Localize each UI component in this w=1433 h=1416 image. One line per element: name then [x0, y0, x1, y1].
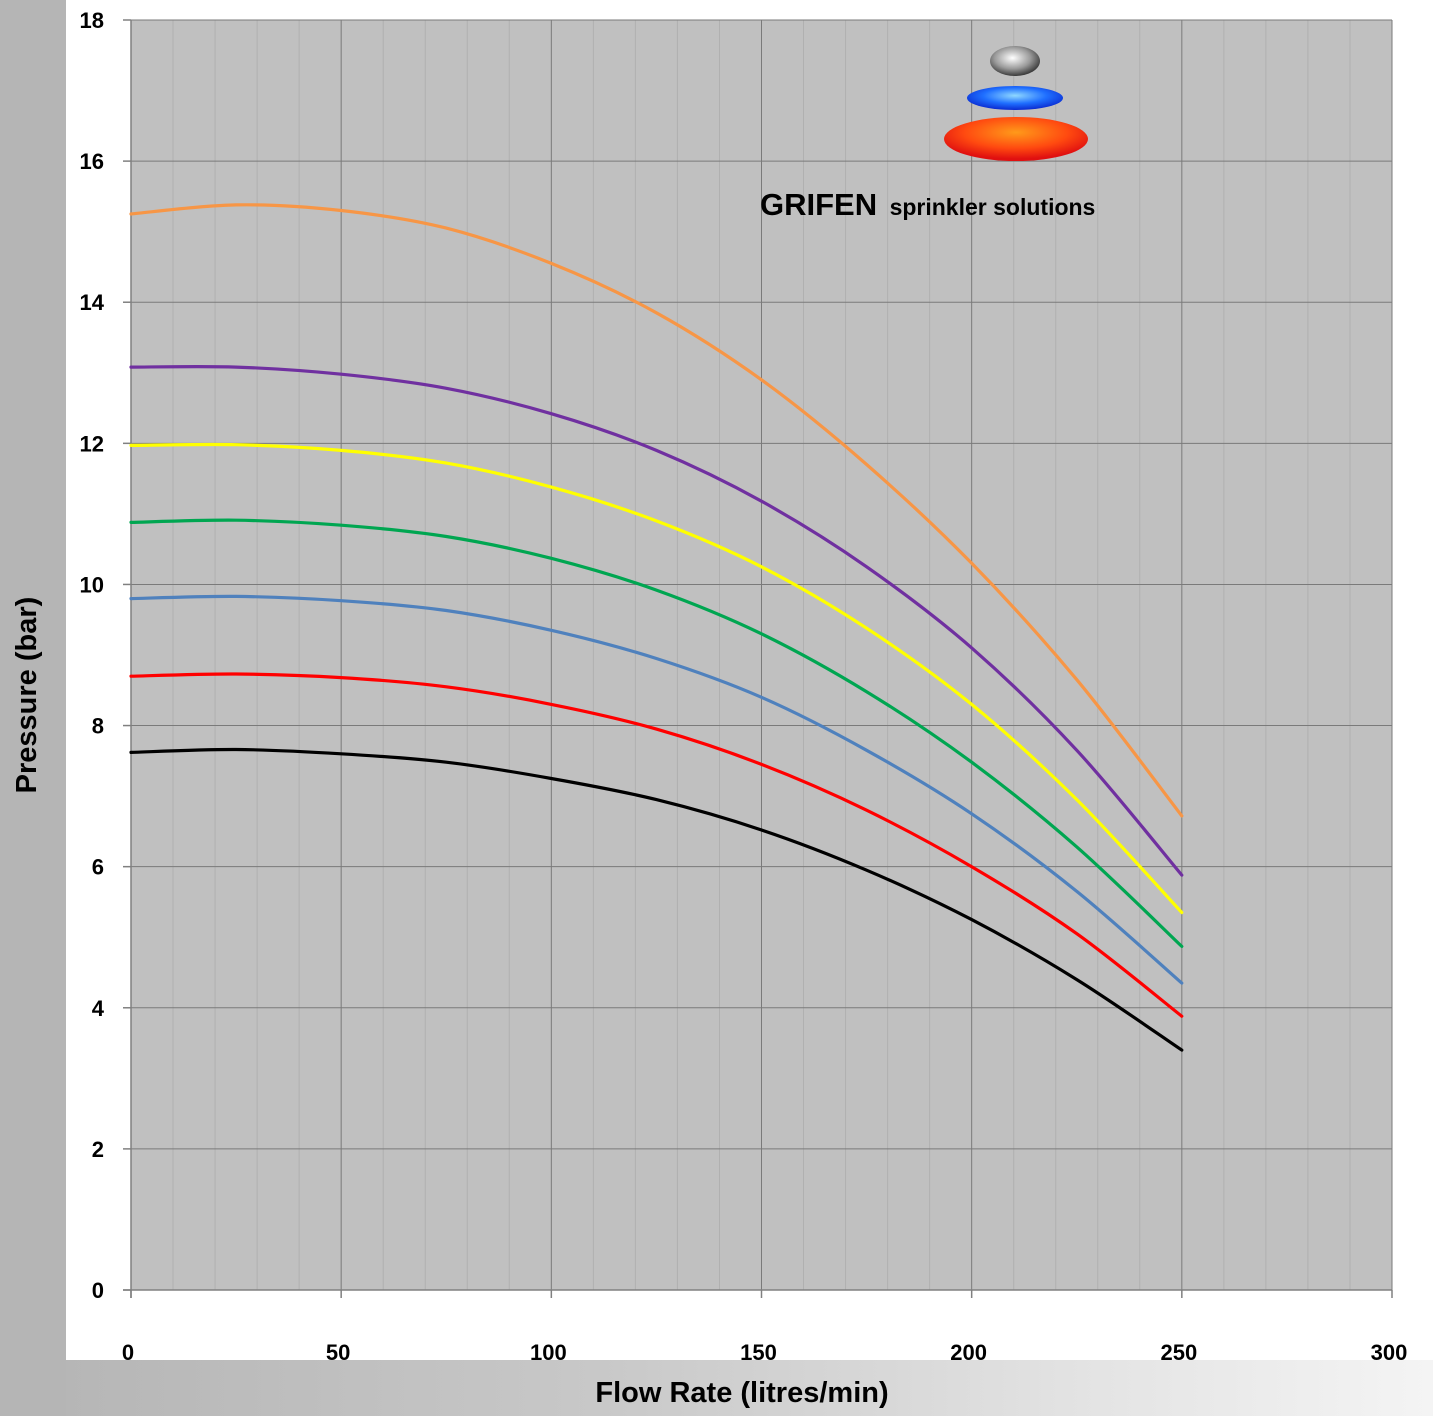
x-tick-label: 250 [1160, 1340, 1197, 1365]
x-tick-label: 200 [950, 1340, 987, 1365]
minor-gridlines [172, 20, 1351, 1290]
series-line-4 [129, 518, 1184, 948]
y-tick-label: 10 [80, 572, 104, 597]
left-band [0, 0, 66, 1416]
y-tick-label: 0 [92, 1278, 104, 1303]
series-line-3 [129, 594, 1184, 985]
logo-name: GRIFEN [760, 187, 877, 222]
logo-blue-disc-icon [967, 86, 1063, 110]
x-tick-label: 150 [740, 1340, 777, 1365]
x-tick-label: 300 [1371, 1340, 1408, 1365]
y-tick-label: 6 [92, 855, 104, 880]
logo-tagline: sprinkler solutions [890, 194, 1096, 220]
svg-text:GRIFEN sprinkler solutio: GRIFEN sprinkler solutions [760, 187, 1095, 222]
major-gridlines [131, 19, 1393, 1290]
series-line-5 [129, 442, 1184, 915]
series-line-1 [129, 747, 1184, 1052]
y-tick-label: 16 [80, 149, 104, 174]
series-line-6 [129, 365, 1184, 877]
grifen-logo: GRIFEN sprinkler solutions [760, 46, 1095, 222]
y-tick-label: 8 [92, 714, 104, 739]
y-tick-label: 4 [92, 996, 105, 1021]
y-tick-label: 2 [92, 1137, 104, 1162]
x-tick-labels: 0 50 100 150 200 250 300 [122, 1340, 1407, 1365]
axes [123, 19, 1393, 1298]
y-tick-label: 12 [80, 431, 104, 456]
logo-grey-disc-icon [990, 46, 1040, 76]
x-tick-label: 0 [122, 1340, 134, 1365]
series-line-7 [129, 203, 1184, 818]
logo-red-disc-icon [944, 117, 1088, 161]
y-tick-label: 14 [80, 290, 105, 315]
series-lines [129, 203, 1184, 1052]
x-axis-title: Flow Rate (litres/min) [595, 1377, 888, 1409]
series-line-2 [129, 672, 1184, 1018]
x-tick-label: 100 [530, 1340, 567, 1365]
y-tick-labels: 0 2 4 6 8 10 12 14 16 18 [80, 8, 105, 1303]
y-axis-title: Pressure (bar) [11, 597, 43, 794]
y-tick-label: 18 [80, 8, 104, 33]
x-tick-label: 50 [326, 1340, 350, 1365]
